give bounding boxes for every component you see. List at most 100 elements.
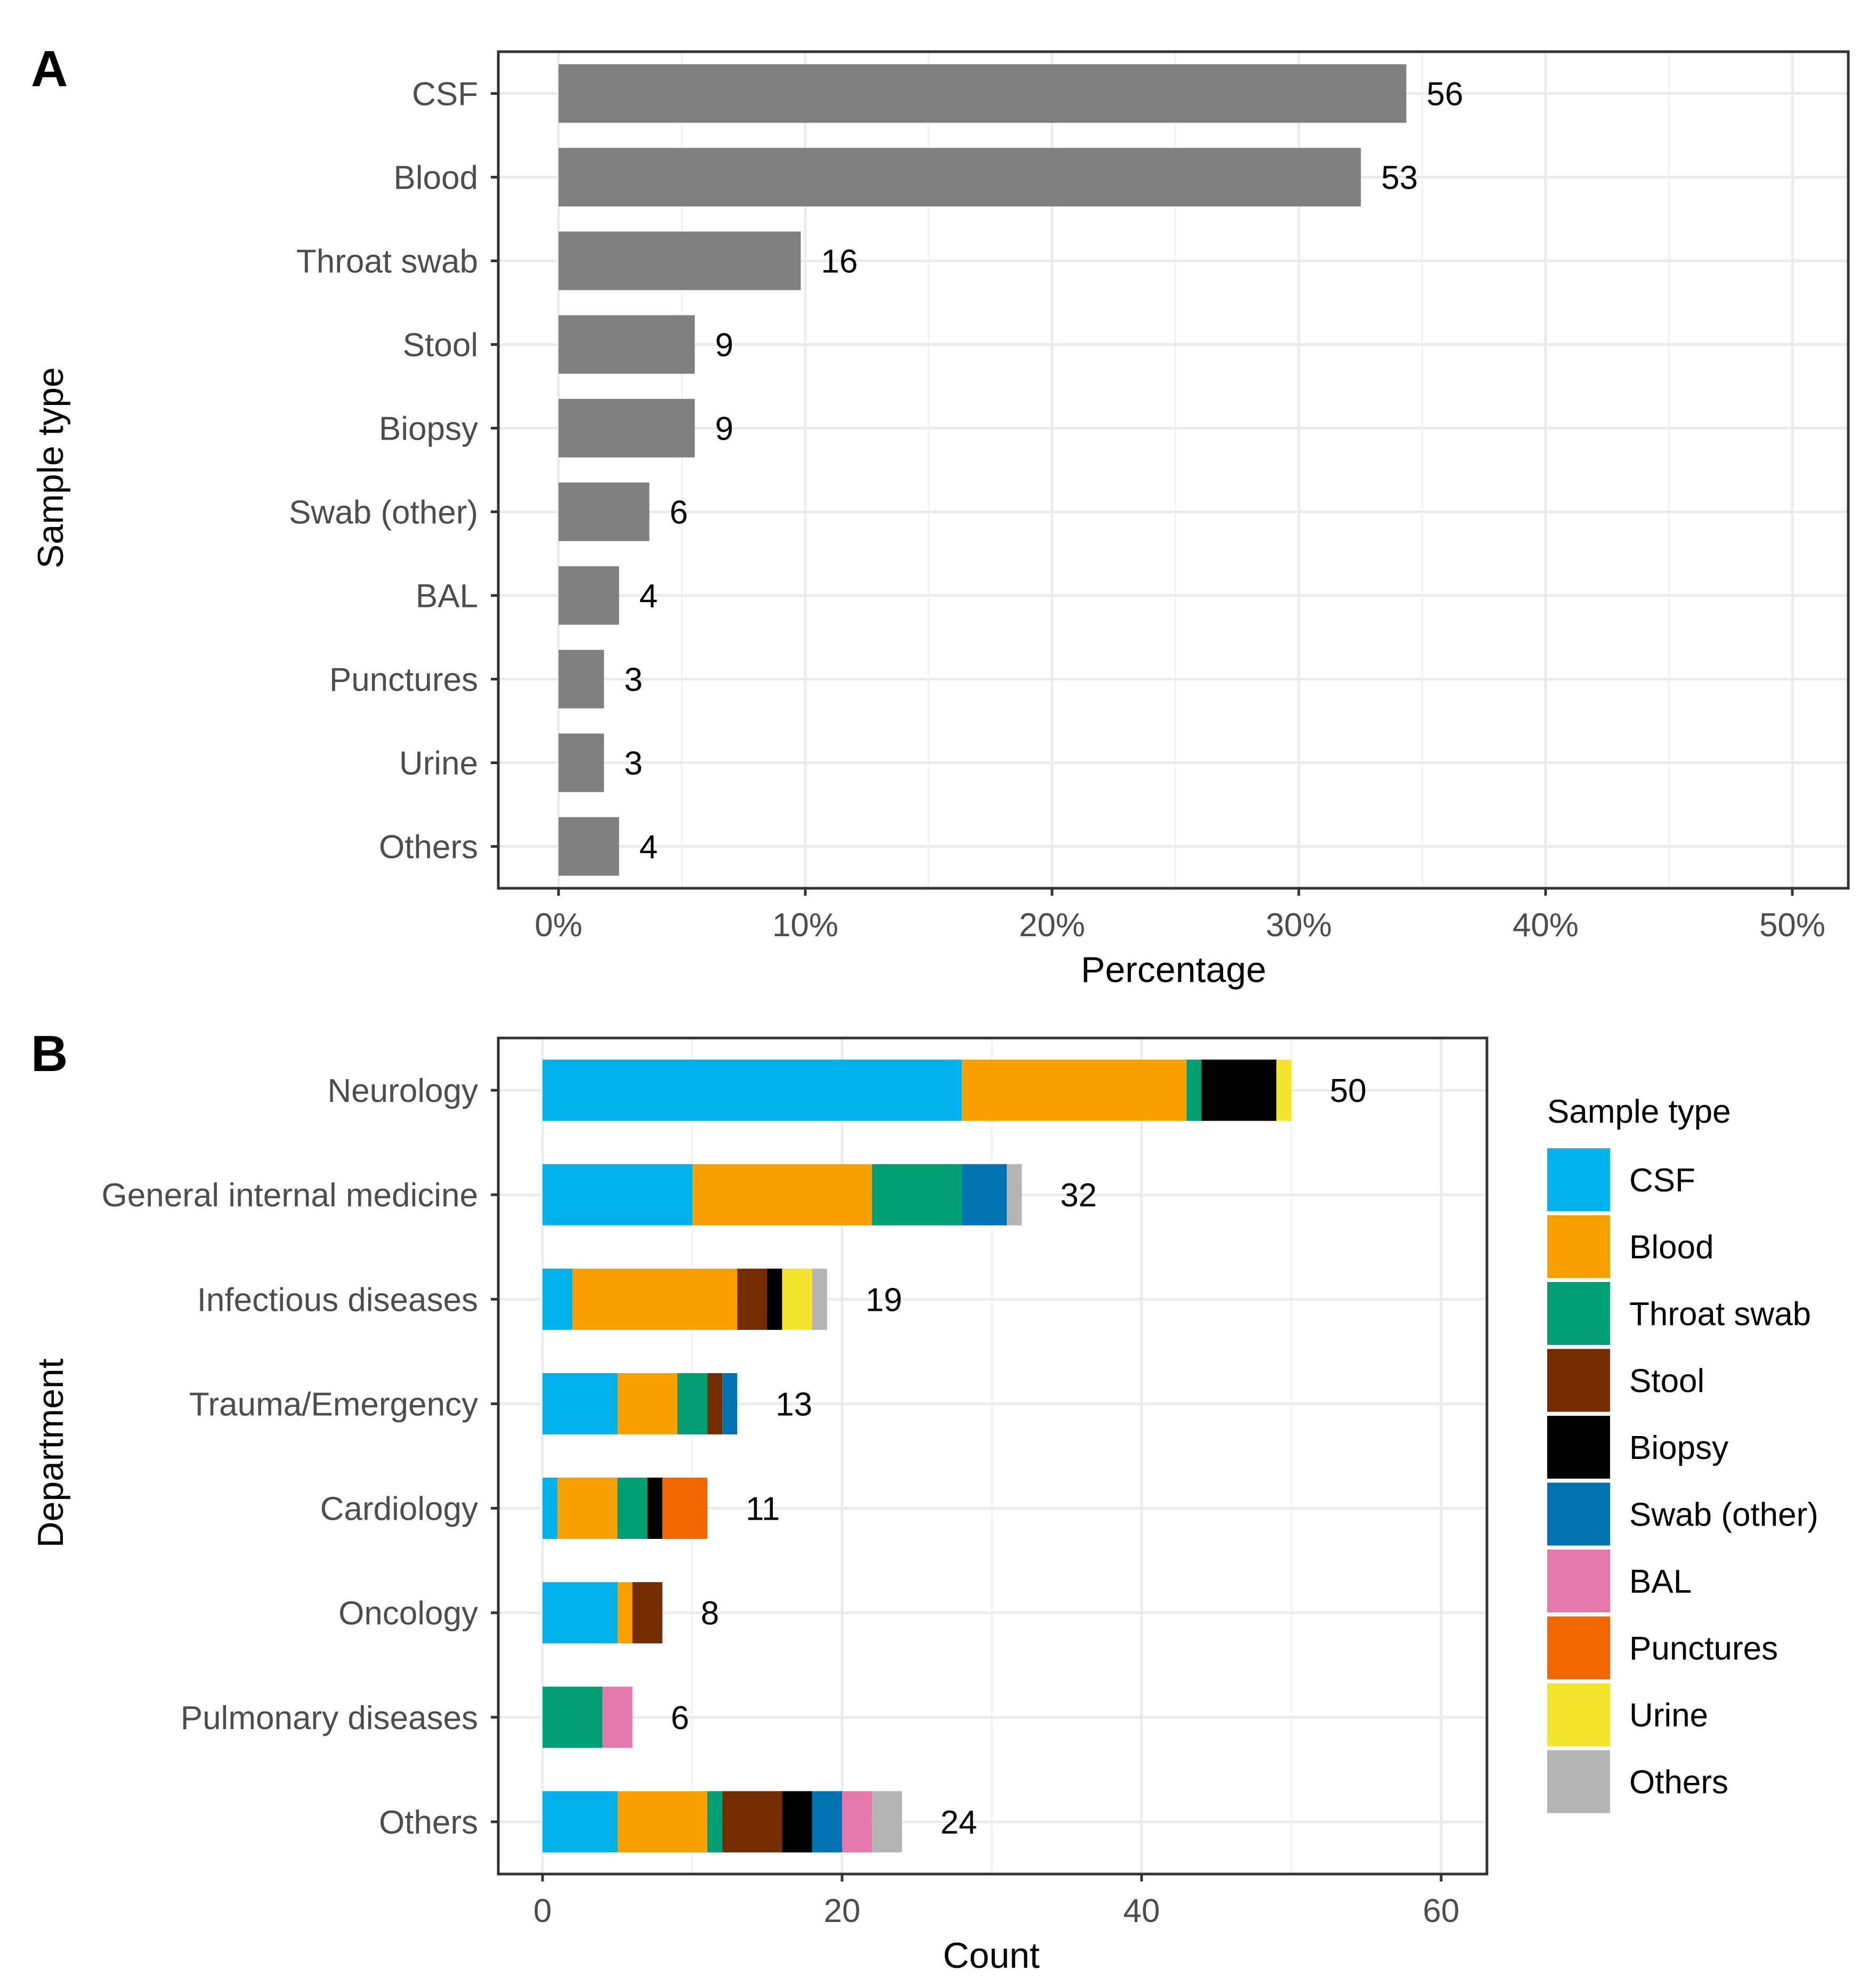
- panel-a-x-tick-label: 50%: [1759, 907, 1825, 944]
- segment-neurology-throat-swab: [1186, 1059, 1202, 1121]
- segment-pulmonary-diseases-throat-swab: [543, 1686, 603, 1748]
- segment-cardiology-throat-swab: [617, 1478, 648, 1539]
- segment-oncology-csf: [543, 1582, 618, 1644]
- legend-label-bal: BAL: [1629, 1563, 1692, 1600]
- panel-a-x-axis-title: Percentage: [1081, 950, 1266, 990]
- segment-trauma-emergency-blood: [617, 1373, 677, 1434]
- bar-total-label: 32: [1060, 1177, 1097, 1214]
- bar-total-label: 11: [746, 1491, 780, 1528]
- bar-biopsy: [559, 399, 695, 458]
- panel-b-border: [497, 1036, 1489, 1876]
- segment-trauma-emergency-stool: [707, 1373, 723, 1434]
- panel-a-y-tick-label: Others: [379, 829, 478, 866]
- segment-neurology-urine: [1276, 1059, 1291, 1121]
- legend-label-throat-swab: Throat swab: [1629, 1296, 1811, 1333]
- bar-total-label: 8: [701, 1595, 719, 1632]
- panel-b-plot: 50 Neurology 32 General internal medicine 19…: [102, 1036, 1489, 1929]
- panel-a-y-tick-label: Biopsy: [379, 411, 478, 448]
- bar-value-label: 4: [640, 829, 658, 866]
- legend-label-urine: Urine: [1629, 1697, 1708, 1734]
- segment-trauma-emergency-throat-swab: [677, 1373, 708, 1434]
- panel-a-y-tick-label: Stool: [403, 327, 478, 364]
- panel-b-y-tick-label: General internal medicine: [102, 1177, 479, 1214]
- legend-label-biopsy: Biopsy: [1629, 1430, 1728, 1466]
- panel-b-y-tick-label: Oncology: [338, 1595, 478, 1632]
- legend-label-others: Others: [1629, 1764, 1728, 1801]
- panel-a-y-axis-title: Sample type: [30, 367, 71, 569]
- panel-a-x-tick-label: 10%: [772, 907, 838, 944]
- legend-key-stool: [1547, 1349, 1610, 1412]
- panel-a-x-tick-label: 30%: [1266, 907, 1332, 944]
- segment-oncology-blood: [617, 1582, 633, 1644]
- bar-value-label: 9: [715, 327, 733, 364]
- segment-general-internal-medicine-csf: [543, 1164, 692, 1226]
- panel-a-y-tick-label: CSF: [412, 76, 478, 113]
- bar-total-label: 19: [866, 1282, 902, 1318]
- bar-value-label: 56: [1427, 76, 1463, 113]
- segment-neurology-csf: [543, 1059, 962, 1121]
- segment-trauma-emergency-swab-other: [722, 1373, 738, 1434]
- bar-value-label: 3: [624, 745, 642, 782]
- segment-general-internal-medicine-blood: [692, 1164, 872, 1226]
- bar-total-label: 13: [775, 1386, 812, 1423]
- bar-throat-swab: [559, 231, 801, 290]
- segment-cardiology-csf: [543, 1478, 558, 1539]
- panel-b-y-axis-title: Department: [30, 1358, 71, 1547]
- bar-csf: [559, 64, 1406, 123]
- panel-a-y-tick-label: Urine: [399, 745, 478, 782]
- panel-b-x-axis-title: Count: [943, 1935, 1040, 1976]
- segment-pulmonary-diseases-bal: [602, 1686, 633, 1748]
- segment-others-swab-other: [812, 1791, 842, 1853]
- legend-label-swab-other: Swab (other): [1629, 1497, 1818, 1534]
- legend-key-csf: [1547, 1148, 1610, 1211]
- legend-label-blood: Blood: [1629, 1229, 1714, 1266]
- segment-infectious-diseases-blood: [572, 1268, 738, 1330]
- panel-a-x-tick-label: 0%: [535, 907, 583, 944]
- segment-infectious-diseases-others: [812, 1268, 827, 1330]
- legend-title: Sample type: [1547, 1093, 1731, 1130]
- panel-a-label: A: [31, 40, 68, 98]
- panel-b-label: B: [31, 1025, 68, 1082]
- segment-infectious-diseases-stool: [737, 1268, 767, 1330]
- bar-total-label: 24: [940, 1804, 977, 1841]
- bar-blood: [559, 148, 1361, 207]
- bar-punctures: [559, 650, 604, 709]
- panel-b-x-tick-label: 40: [1123, 1893, 1160, 1929]
- legend-key-blood: [1547, 1215, 1610, 1278]
- panel-a-y-tick-label: Throat swab: [296, 244, 478, 280]
- panel-b-y-tick-label: Infectious diseases: [197, 1282, 478, 1318]
- bar-others: [559, 817, 619, 876]
- panel-a-border: [497, 50, 1850, 890]
- bar-urine: [559, 733, 604, 792]
- segment-others-stool: [722, 1791, 782, 1853]
- legend-key-biopsy: [1547, 1416, 1610, 1479]
- legend-key-throat-swab: [1547, 1282, 1610, 1345]
- segment-general-internal-medicine-others: [1007, 1164, 1022, 1226]
- segment-general-internal-medicine-throat-swab: [872, 1164, 962, 1226]
- bar-stool: [559, 315, 695, 374]
- legend-key-urine: [1547, 1683, 1610, 1746]
- panel-a-y-tick-label: BAL: [416, 578, 478, 615]
- segment-neurology-blood: [961, 1059, 1187, 1121]
- segment-infectious-diseases-biopsy: [767, 1268, 782, 1330]
- segment-general-internal-medicine-swab-other: [961, 1164, 1007, 1226]
- panel-a-y-tick-label: Swab (other): [289, 494, 478, 531]
- legend: CSF Blood Throat swab Stool Biopsy Swab (othe…: [1547, 1148, 1818, 1813]
- segment-others-throat-swab: [707, 1791, 723, 1853]
- panel-b-x-tick-label: 60: [1423, 1893, 1460, 1929]
- legend-key-swab-other: [1547, 1482, 1610, 1546]
- bar-value-label: 9: [715, 411, 733, 448]
- panel-b-x-tick-label: 0: [533, 1893, 552, 1929]
- bar-bal: [559, 566, 619, 625]
- segment-cardiology-blood: [557, 1478, 618, 1539]
- segment-cardiology-biopsy: [647, 1478, 662, 1539]
- legend-key-others: [1547, 1750, 1610, 1813]
- bar-value-label: 4: [640, 578, 658, 615]
- bar-value-label: 6: [669, 494, 688, 531]
- bar-total-label: 50: [1330, 1073, 1366, 1109]
- legend-label-punctures: Punctures: [1629, 1631, 1778, 1667]
- segment-infectious-diseases-csf: [543, 1268, 573, 1330]
- segment-others-others: [872, 1791, 902, 1853]
- legend-key-bal: [1547, 1550, 1610, 1612]
